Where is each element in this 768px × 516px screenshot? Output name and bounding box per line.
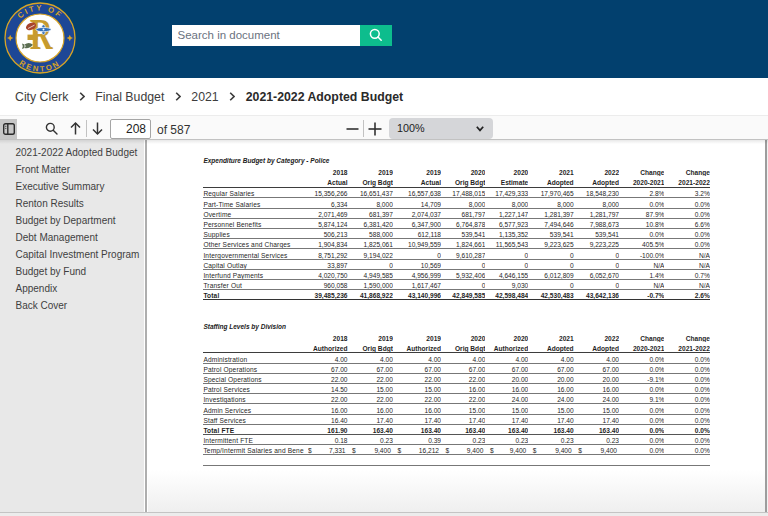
svg-text:R: R	[29, 10, 53, 58]
